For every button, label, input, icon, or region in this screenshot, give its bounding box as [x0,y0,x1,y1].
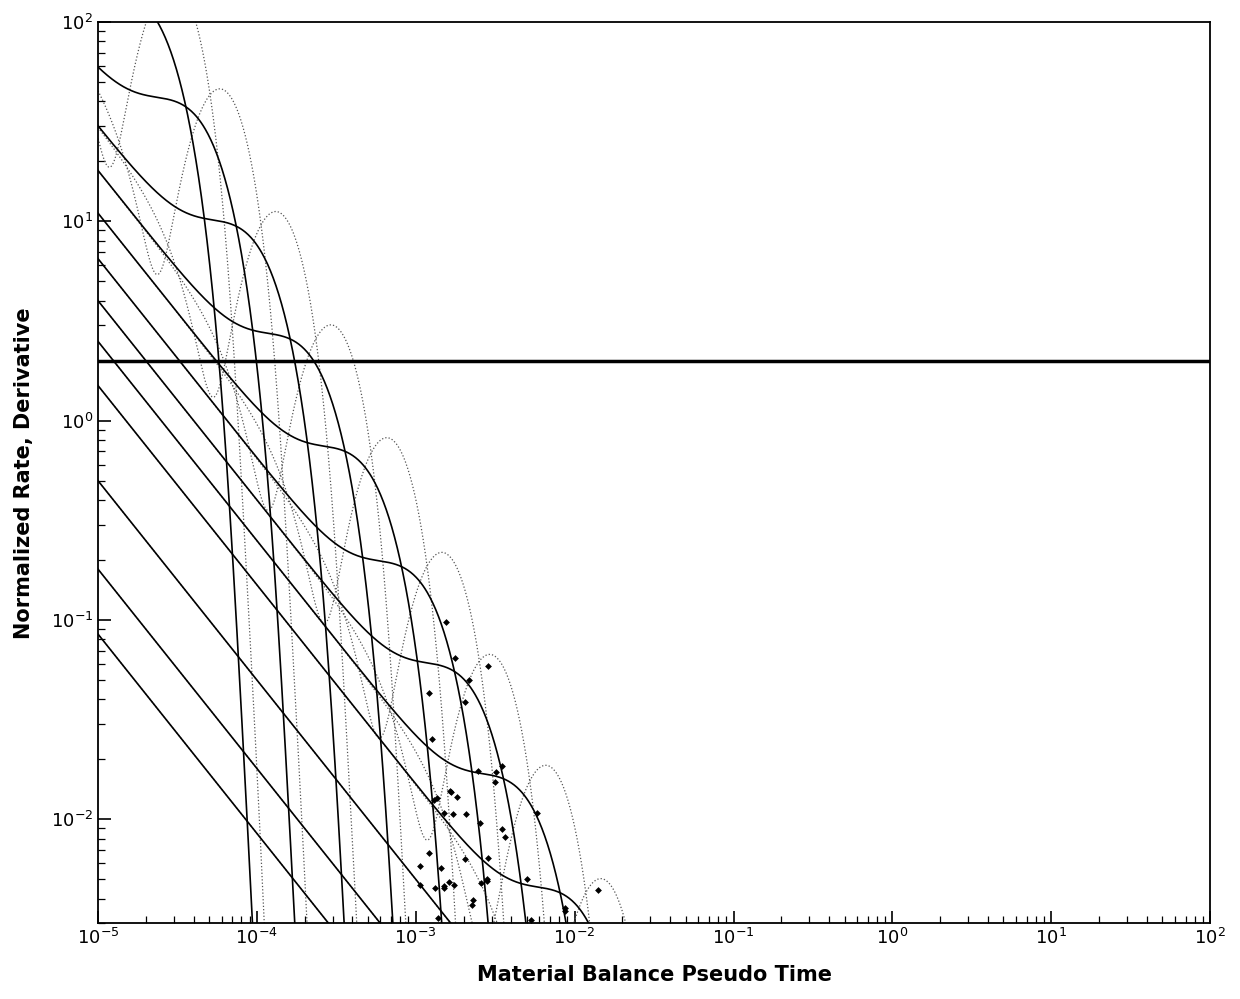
Point [476,870,496,886]
Point [588,881,608,897]
Point [432,860,451,876]
Point [469,763,489,779]
Point [443,805,463,821]
Point [521,912,541,928]
Y-axis label: Normalized Rate, Derivative: Normalized Rate, Derivative [14,307,33,638]
Point [556,899,575,915]
Point [434,805,454,821]
Point [455,694,475,710]
Point [492,821,512,837]
Point [463,897,482,913]
Point [492,757,512,773]
Point [440,783,460,799]
Point [456,806,476,822]
Point [455,851,475,867]
X-axis label: Material Balance Pseudo Time: Material Balance Pseudo Time [476,965,832,985]
Point [460,672,480,688]
Point [444,877,464,893]
Point [419,685,439,701]
Point [527,805,547,821]
Point [424,792,444,808]
Point [556,902,575,918]
Point [445,650,465,666]
Point [448,788,467,804]
Point [470,815,490,831]
Point [434,878,454,894]
Point [434,880,454,896]
Point [441,784,461,800]
Point [428,910,448,926]
Point [435,614,455,630]
Point [428,790,448,806]
Point [439,874,459,890]
Point [423,731,443,747]
Point [419,845,439,861]
Point [425,880,445,896]
Point [410,877,430,893]
Point [479,850,498,866]
Point [477,657,497,673]
Point [477,873,497,889]
Point [495,829,515,845]
Point [463,892,482,908]
Point [409,858,429,874]
Point [486,764,506,780]
Point [485,774,505,790]
Point [517,871,537,887]
Point [471,875,491,891]
